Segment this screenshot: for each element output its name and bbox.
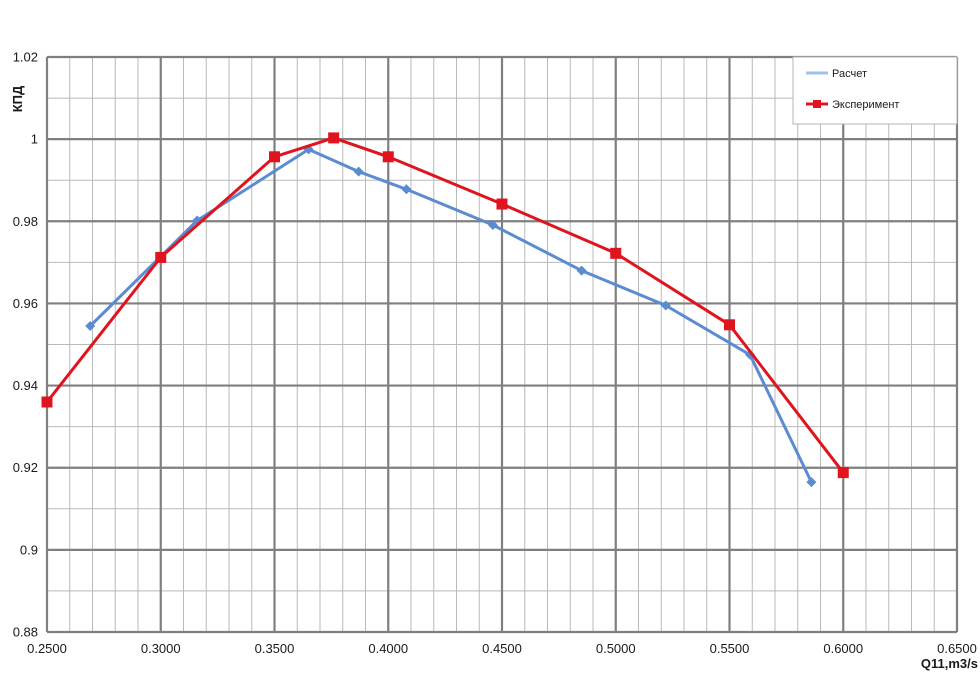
data-point-experiment (382, 151, 394, 163)
x-tick-label: 0.2500 (27, 641, 67, 656)
data-point-experiment (41, 396, 53, 408)
data-point-calc (353, 166, 364, 177)
y-tick-label: 0.92 (13, 460, 38, 475)
x-tick-label: 0.6500 (937, 641, 977, 656)
series-line-0 (89, 147, 813, 483)
y-axis-title: КПД (10, 85, 25, 112)
data-point-experiment (269, 151, 280, 163)
legend-label-calc: Расчет (832, 68, 867, 80)
y-tick-label: 1.02 (13, 50, 38, 65)
y-tick-label: 0.98 (13, 214, 38, 229)
data-point-experiment (837, 467, 849, 479)
data-point-calc (576, 265, 587, 276)
data-point-experiment (724, 319, 735, 331)
data-point-calc (487, 219, 498, 230)
data-point-experiment (496, 198, 508, 210)
y-tick-label: 0.94 (13, 378, 38, 393)
x-tick-label: 0.4000 (368, 641, 408, 656)
data-point-experiment (328, 132, 340, 144)
x-tick-label: 0.3500 (255, 641, 295, 656)
y-tick-label: 0.9 (20, 542, 38, 557)
x-tick-label: 0.5000 (596, 641, 636, 656)
x-tick-label: 0.3000 (141, 641, 181, 656)
x-tick-label: 0.6000 (823, 641, 863, 656)
x-tick-labels: 0.2500 0.3000 0.3500 0.4000 0.4500 0.5000 0.55… (27, 641, 977, 656)
x-tick-label: 0.4500 (482, 641, 522, 656)
y-tick-label: 0.96 (13, 296, 38, 311)
series-layer (41, 132, 849, 488)
y-tick-label: 0.88 (13, 625, 38, 640)
legend-marker-experiment (813, 100, 821, 108)
data-point-calc (806, 477, 817, 488)
legend-label-experiment: Эксперимент (832, 99, 899, 111)
y-tick-label: 1 (31, 132, 38, 147)
data-point-calc (401, 184, 412, 195)
minor-grid (47, 57, 957, 632)
x-axis-title: Q11,m3/s (921, 656, 978, 671)
data-point-calc (85, 321, 96, 332)
legend-box (792, 56, 958, 125)
x-tick-label: 0.5500 (710, 641, 750, 656)
data-point-experiment (610, 247, 622, 259)
data-point-calc (660, 300, 671, 311)
y-tick-labels: 0.88 0.9 0.92 0.94 0.96 0.98 1 1.02 (13, 50, 38, 640)
data-point-experiment (155, 251, 167, 263)
legend: Расчет Эксперимент (792, 56, 958, 125)
